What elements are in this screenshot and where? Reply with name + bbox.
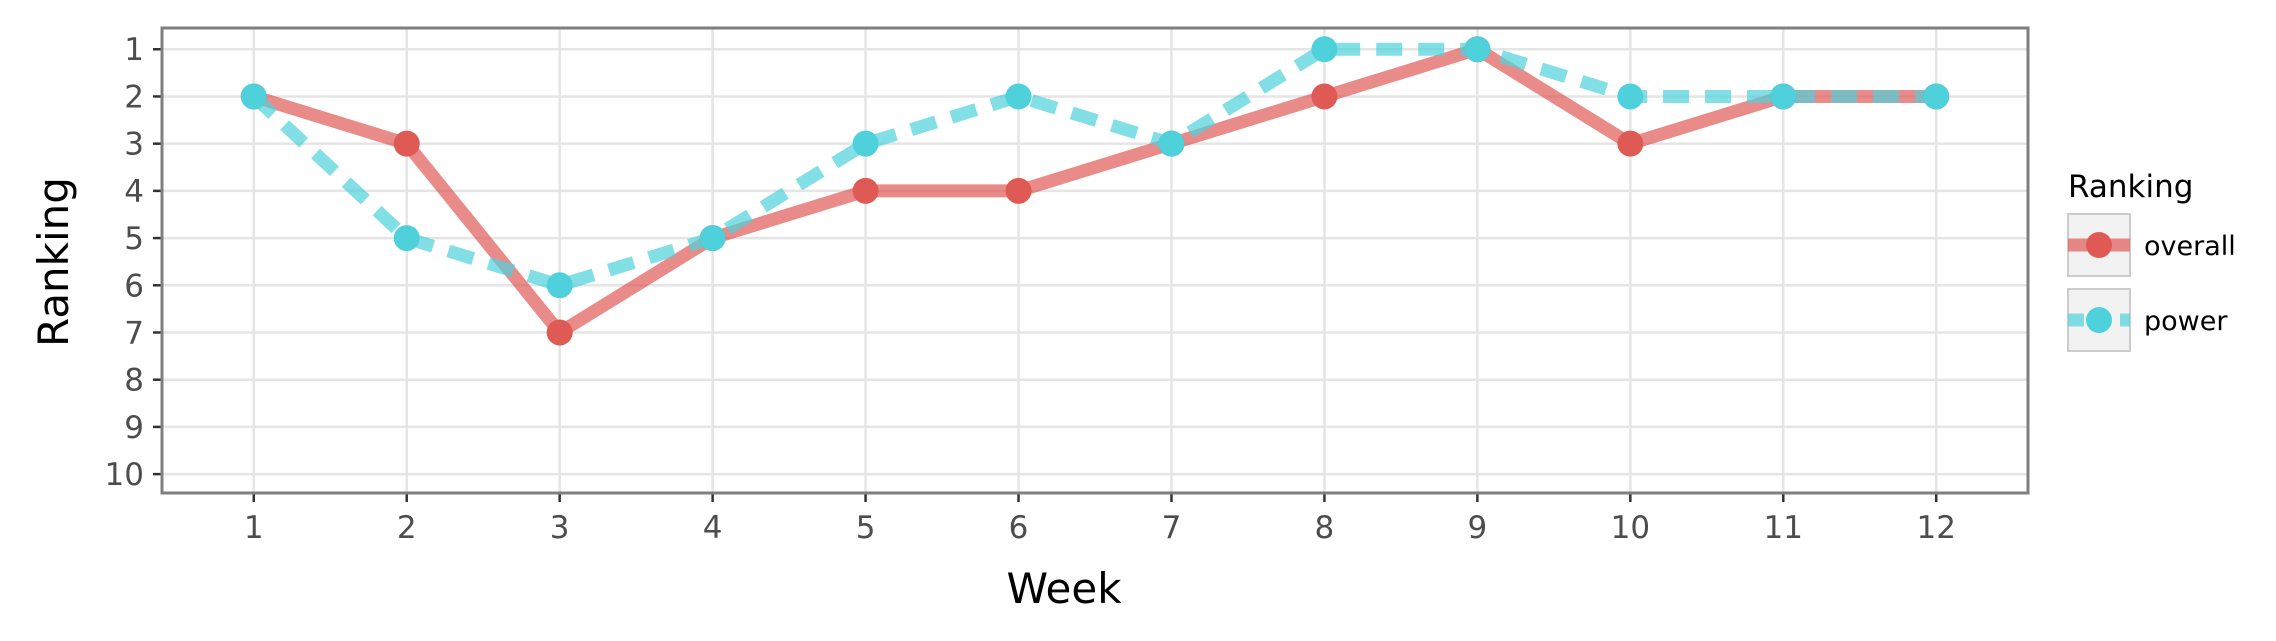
- data-point-overall: [852, 177, 879, 204]
- data-point-power: [1617, 83, 1644, 110]
- data-point-power: [1923, 83, 1950, 110]
- data-point-power: [393, 225, 420, 252]
- y-tick-label: 8: [124, 363, 144, 399]
- y-tick-label: 4: [124, 174, 144, 210]
- x-tick-labels: 1 2 3 4 5 6 7 8 9 10 11 12: [244, 510, 1956, 546]
- plot-border: [160, 26, 2030, 495]
- data-point-overall: [1311, 83, 1338, 110]
- x-axis-title: Week: [1006, 564, 1122, 613]
- legend-marker-overall: [2086, 232, 2112, 258]
- y-tick-label: 10: [105, 457, 144, 493]
- series-layer: [240, 36, 1950, 346]
- y-tick-label: 9: [124, 410, 144, 446]
- data-point-power: [852, 130, 879, 157]
- y-tick-label: 7: [124, 315, 144, 351]
- series-line-overall: [251, 42, 1937, 339]
- grid-lines: [162, 28, 2028, 493]
- x-tick-label: 7: [1162, 510, 1182, 546]
- x-tick-label: 8: [1315, 510, 1335, 546]
- y-tick-label: 6: [124, 268, 144, 304]
- x-tick-label: 1: [244, 510, 264, 546]
- data-point-power: [1464, 36, 1491, 63]
- y-tick-label: 1: [124, 32, 144, 68]
- legend-marker-power: [2086, 307, 2112, 333]
- data-point-power: [1770, 83, 1797, 110]
- x-tick-label: 5: [856, 510, 876, 546]
- data-point-power: [1005, 83, 1032, 110]
- data-point-power: [1158, 130, 1185, 157]
- legend-title: Ranking: [2068, 169, 2193, 205]
- data-point-overall: [1617, 130, 1644, 157]
- y-tick-label: 2: [124, 79, 144, 115]
- legend-label-power: power: [2144, 306, 2228, 337]
- data-point-overall: [393, 130, 420, 157]
- x-tick-label: 2: [397, 510, 417, 546]
- x-tick-label: 11: [1764, 510, 1803, 546]
- y-tick-labels: 1 2 3 4 5 6 7 8 9 10: [105, 32, 144, 493]
- y-tick-label: 5: [124, 221, 144, 257]
- x-tick-label: 6: [1009, 510, 1029, 546]
- x-tick-label: 12: [1917, 510, 1956, 546]
- x-tick-label: 10: [1611, 510, 1650, 546]
- x-tick-label: 9: [1468, 510, 1488, 546]
- plot-panel: [162, 28, 2028, 493]
- data-point-overall: [546, 319, 573, 346]
- legend: Ranking overall power: [2067, 169, 2236, 352]
- data-point-power: [699, 225, 726, 252]
- x-tick-label: 3: [550, 510, 570, 546]
- series-line-power: [249, 42, 1937, 292]
- data-point-power: [1311, 36, 1338, 63]
- data-point-power: [546, 272, 573, 299]
- data-point-power: [240, 83, 267, 110]
- data-point-overall: [1005, 177, 1032, 204]
- y-tick-label: 3: [124, 127, 144, 163]
- legend-label-overall: overall: [2144, 231, 2236, 262]
- x-tick-label: 4: [703, 510, 723, 546]
- y-axis-title: Ranking: [29, 177, 78, 347]
